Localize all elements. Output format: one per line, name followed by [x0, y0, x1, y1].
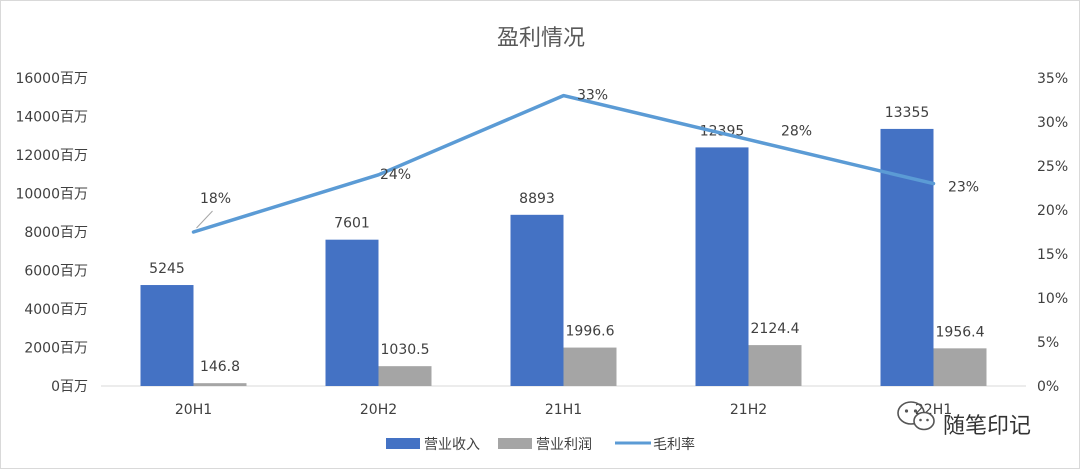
legend-swatch — [498, 438, 532, 449]
bar-data-label: 2124.4 — [751, 321, 800, 337]
bar-revenue — [510, 214, 564, 386]
line-data-label: 24% — [380, 167, 411, 183]
watermark: 随笔印记 — [897, 401, 1031, 439]
bar-revenue — [880, 128, 934, 386]
right-tick-label: 0% — [1037, 379, 1059, 395]
bar-profit — [378, 366, 432, 386]
bar-data-label: 7601 — [334, 216, 370, 232]
right-axis-ticks: 0% 5% 10% 15% 20% 25% 30% 35% — [1037, 71, 1068, 395]
x-tick-label: 20H2 — [360, 402, 397, 418]
legend-swatch — [386, 438, 420, 449]
bar-revenue — [695, 147, 749, 386]
bar-data-label: 1956.4 — [936, 324, 985, 340]
right-tick-label: 15% — [1037, 247, 1068, 263]
left-tick-label: 12000百万 — [15, 148, 88, 164]
left-tick-label: 6000百万 — [24, 264, 88, 280]
bar-data-label: 1996.6 — [566, 324, 615, 340]
bar-profit — [748, 345, 802, 386]
right-tick-label: 35% — [1037, 71, 1068, 87]
gross-margin-line — [191, 93, 936, 234]
x-tick-label: 21H1 — [545, 402, 582, 418]
label-leader-line — [196, 210, 213, 229]
bar-data-label: 146.8 — [200, 359, 240, 375]
left-tick-label: 8000百万 — [24, 225, 88, 241]
legend: 营业收入 营业利润 毛利率 — [386, 436, 695, 453]
legend-label: 营业收入 — [424, 437, 480, 453]
left-tick-label: 16000百万 — [15, 71, 88, 87]
bar-data-label: 8893 — [519, 191, 555, 207]
left-axis-ticks: 0百万 2000百万 4000百万 6000百万 8000百万 10000百万 12000百… — [15, 71, 88, 395]
left-tick-label: 14000百万 — [15, 110, 88, 126]
watermark-text: 随笔印记 — [943, 414, 1031, 439]
right-tick-label: 20% — [1037, 203, 1068, 219]
left-tick-label: 2000百万 — [24, 341, 88, 357]
x-tick-label: 20H1 — [175, 402, 212, 418]
bar-data-label: 1030.5 — [381, 342, 430, 358]
right-tick-label: 25% — [1037, 159, 1068, 175]
line-layer: 18% 24% 33% 28% 23% — [191, 88, 979, 234]
legend-label: 毛利率 — [653, 436, 695, 453]
bar-data-label: 13355 — [885, 105, 930, 121]
line-data-label: 28% — [781, 124, 812, 140]
bar-revenue — [140, 285, 194, 386]
bar-profit — [193, 383, 247, 386]
line-data-label: 18% — [200, 191, 231, 207]
wechat-icon — [897, 401, 935, 431]
line-data-label: 33% — [577, 88, 608, 104]
left-tick-label: 10000百万 — [15, 187, 88, 203]
right-tick-label: 30% — [1037, 115, 1068, 131]
right-tick-label: 10% — [1037, 291, 1068, 307]
bar-data-label: 5245 — [149, 261, 185, 277]
left-tick-label: 4000百万 — [24, 302, 88, 318]
legend-label: 营业利润 — [536, 437, 592, 453]
bar-revenue — [325, 239, 379, 386]
chart-title: 盈利情况 — [497, 26, 585, 51]
right-tick-label: 5% — [1037, 335, 1059, 351]
x-tick-label: 21H2 — [730, 402, 767, 418]
left-tick-label: 0百万 — [51, 379, 88, 395]
line-data-label: 23% — [948, 180, 979, 196]
bar-profit — [563, 347, 617, 386]
bar-profit — [933, 348, 987, 386]
x-axis-ticks: 20H1 20H2 21H1 21H2 22H1 — [175, 402, 952, 418]
